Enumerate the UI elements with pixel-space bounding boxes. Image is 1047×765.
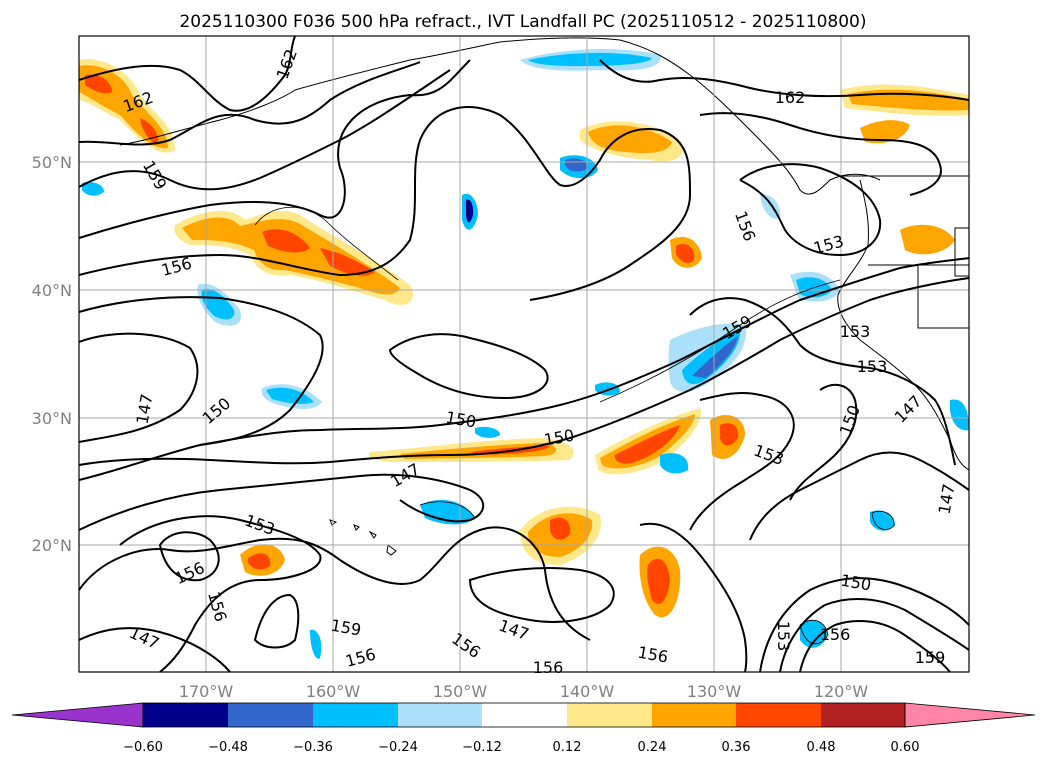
colorbar-tick: −0.36 bbox=[293, 740, 333, 755]
contour-label: 162 bbox=[775, 88, 806, 107]
lon-label: 170°W bbox=[179, 682, 234, 701]
colorbar-segment bbox=[313, 703, 398, 727]
contour-label: 156 bbox=[533, 658, 564, 677]
lon-label: 120°W bbox=[814, 682, 869, 701]
colorbar-tick: −0.12 bbox=[462, 740, 502, 755]
lat-label: 40°N bbox=[32, 281, 72, 300]
contour-label: 153 bbox=[857, 357, 888, 376]
colorbar-segment bbox=[398, 703, 482, 727]
lon-label: 160°W bbox=[306, 682, 361, 701]
contour-label: 153 bbox=[840, 322, 871, 341]
lat-label: 20°N bbox=[32, 536, 72, 555]
colorbar-segment bbox=[652, 703, 736, 727]
contour-label: 153 bbox=[774, 621, 793, 652]
lat-label: 50°N bbox=[32, 153, 72, 172]
colorbar-tick: 0.48 bbox=[807, 740, 836, 755]
lat-label: 30°N bbox=[32, 409, 72, 428]
colorbar-segment bbox=[228, 703, 313, 727]
figure-title: 2025110300 F036 500 hPa refract., IVT La… bbox=[179, 12, 866, 32]
colorbar-extend-high bbox=[904, 702, 1036, 728]
gridlines bbox=[79, 36, 969, 672]
ivt-contours bbox=[254, 206, 895, 645]
shaded-anomaly-field bbox=[79, 48, 969, 659]
colorbar-tick: 0.60 bbox=[891, 740, 920, 755]
colorbar-tick: 0.12 bbox=[553, 740, 582, 755]
colorbar-segment bbox=[143, 703, 228, 727]
colorbar-segment bbox=[482, 703, 567, 727]
colorbar-tick: −0.24 bbox=[378, 740, 418, 755]
colorbar-extend-low bbox=[11, 702, 144, 728]
contour-label: 156 bbox=[820, 625, 851, 644]
contour-label: 159 bbox=[915, 648, 946, 667]
colorbar-segment bbox=[736, 703, 821, 727]
map-frame bbox=[78, 35, 970, 673]
colorbar-segment bbox=[821, 703, 905, 727]
axis-labels: 170°W 160°W 150°W 140°W 130°W 120°W 50°N… bbox=[32, 153, 869, 701]
refractivity-contours bbox=[78, 35, 970, 673]
colorbar-segment bbox=[567, 703, 652, 727]
colorbar-tick: 0.36 bbox=[722, 740, 751, 755]
lon-label: 130°W bbox=[687, 682, 742, 701]
colorbar: −0.60 −0.48 −0.36 −0.24 −0.12 0.12 0.24 … bbox=[11, 702, 1036, 755]
lon-label: 150°W bbox=[433, 682, 488, 701]
map-panel: 162 162 162 159 159 159 159 156 156 156 … bbox=[78, 35, 970, 677]
lon-label: 140°W bbox=[560, 682, 615, 701]
colorbar-tick: −0.48 bbox=[208, 740, 248, 755]
colorbar-tick: −0.60 bbox=[123, 740, 163, 755]
colorbar-tick: 0.24 bbox=[638, 740, 667, 755]
